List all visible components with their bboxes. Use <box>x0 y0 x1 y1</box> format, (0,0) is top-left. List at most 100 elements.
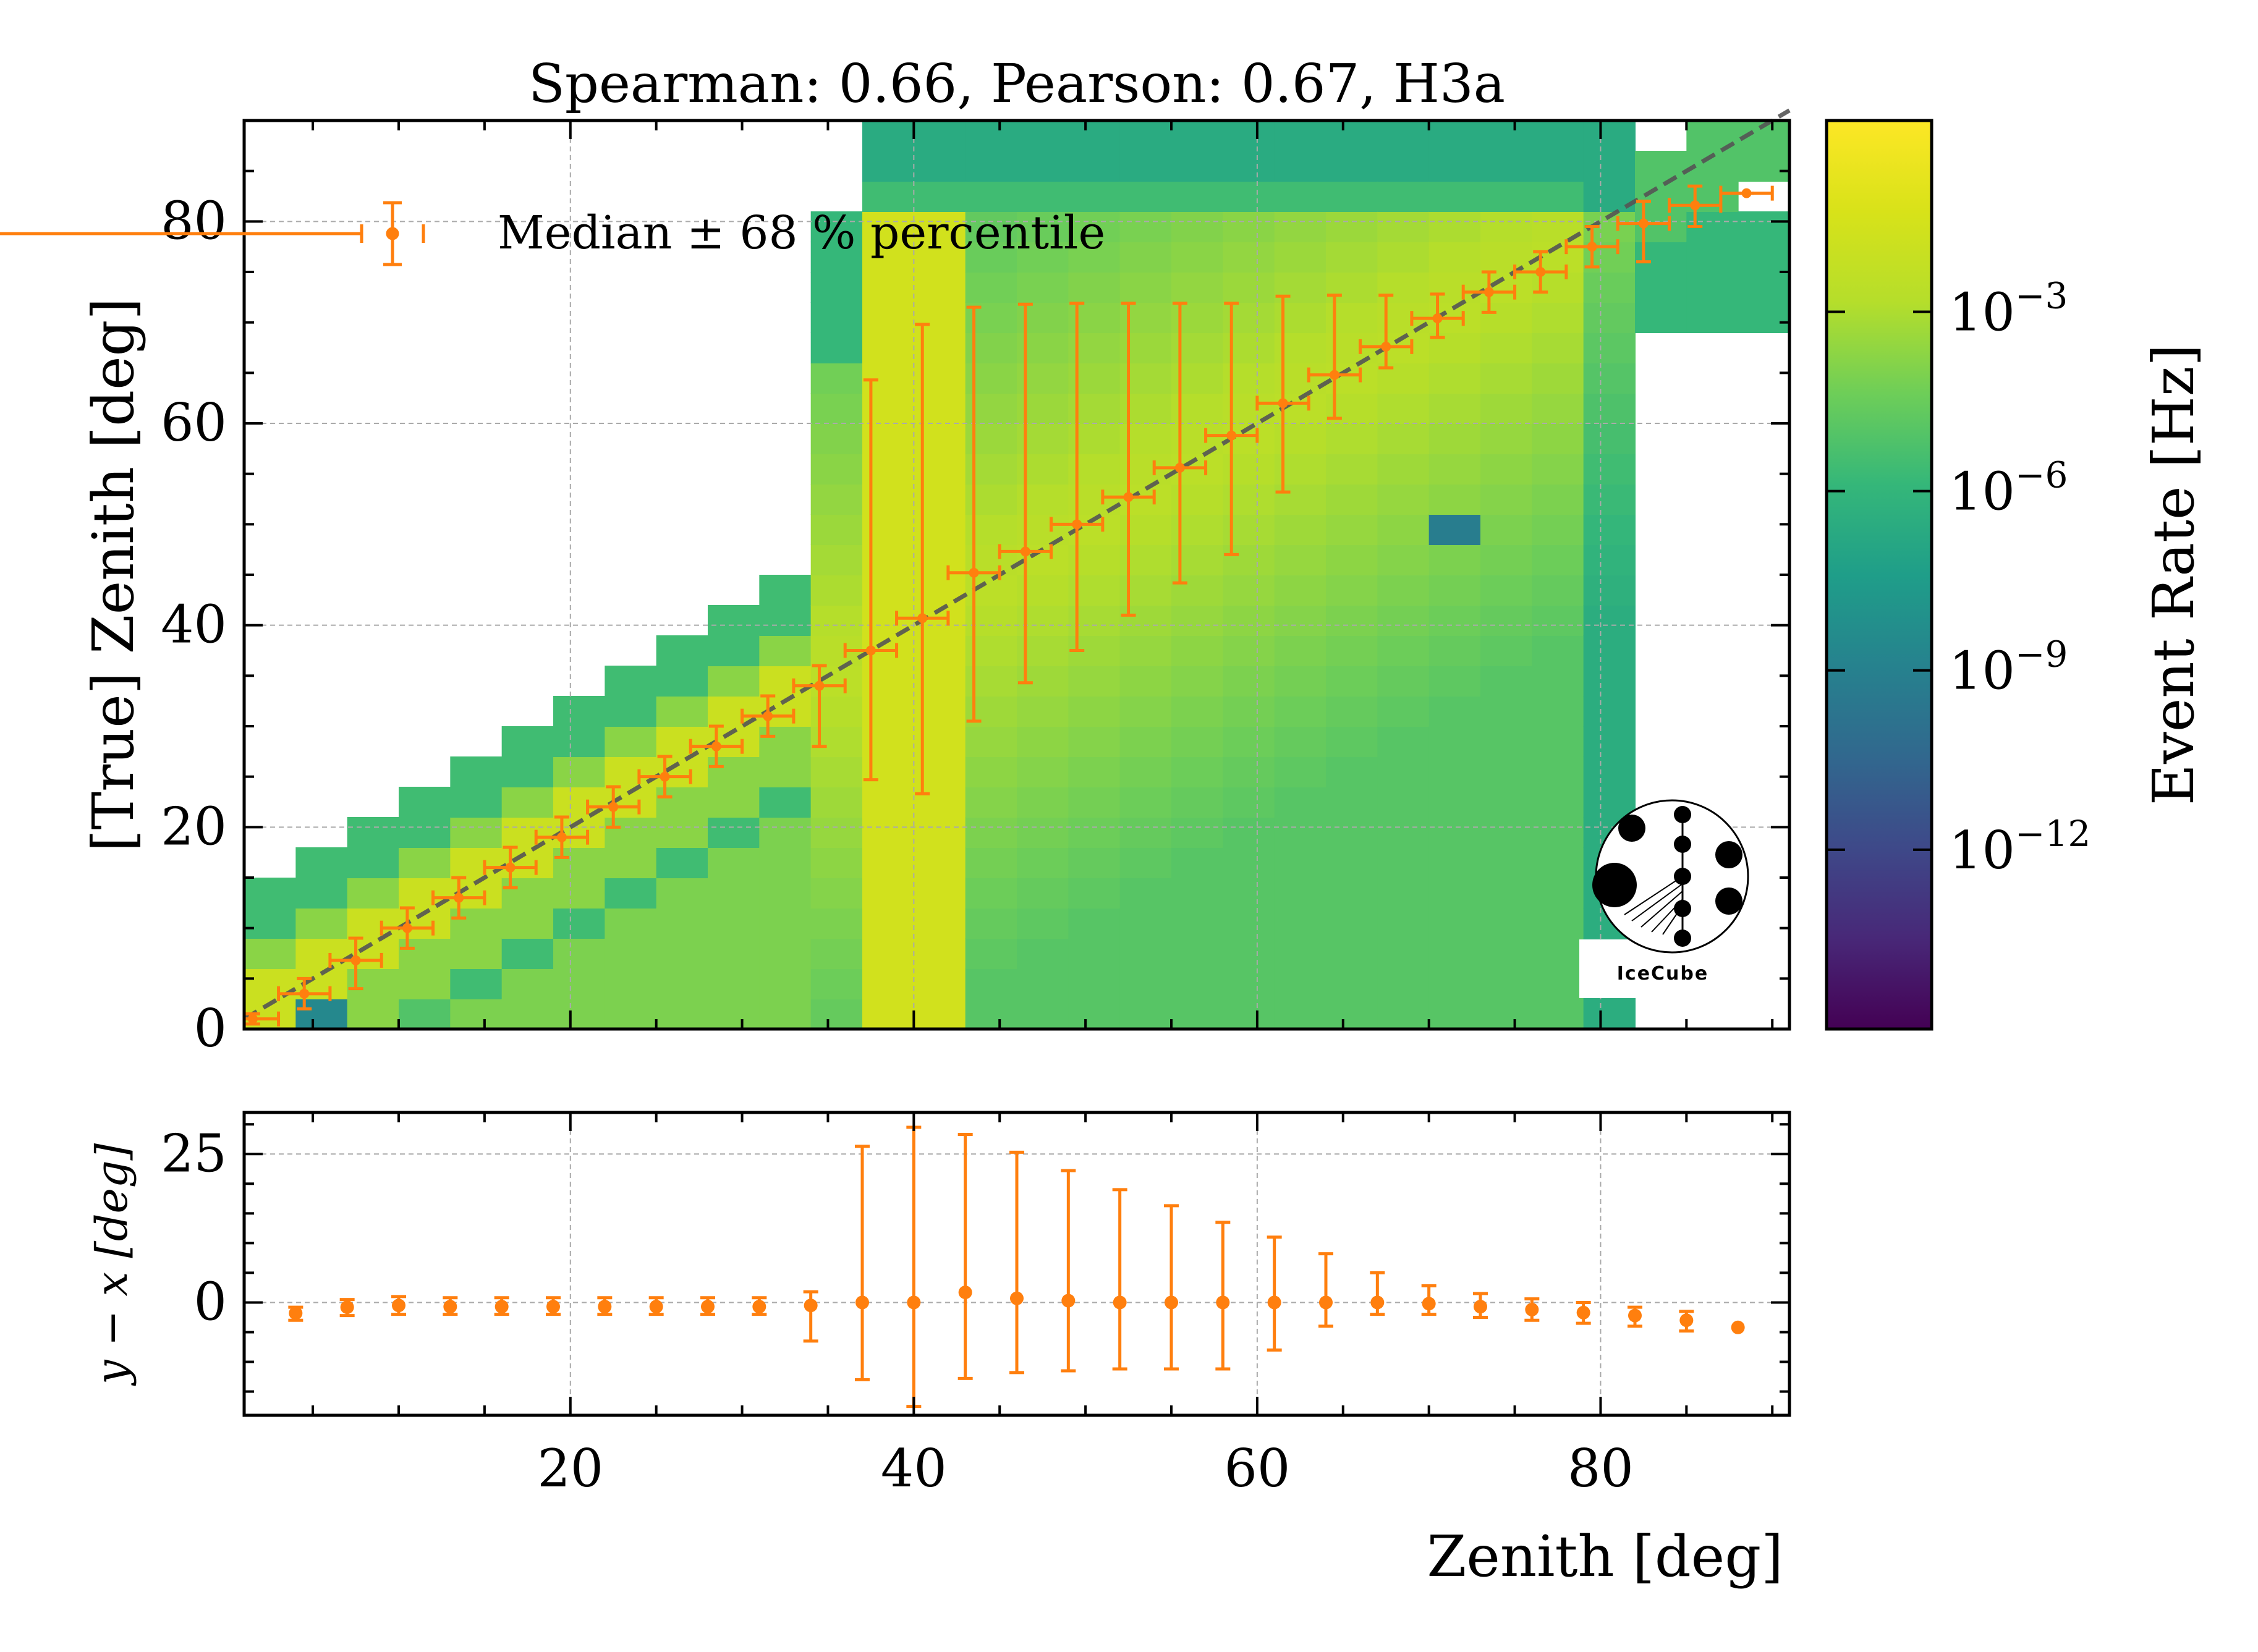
heatmap-cell <box>1377 242 1430 273</box>
heatmap-cell <box>810 999 863 1029</box>
heatmap-cell <box>1428 878 1481 909</box>
heatmap-cell <box>553 696 606 727</box>
heatmap-cell <box>1068 878 1121 909</box>
heatmap-cell <box>1119 211 1172 242</box>
heatmap-cell <box>862 999 915 1029</box>
heatmap-cell <box>1171 908 1224 939</box>
heatmap-cell <box>1532 968 1584 999</box>
heatmap-cell <box>1326 605 1378 636</box>
heatmap-cell <box>605 938 657 969</box>
heatmap-cell <box>759 878 812 909</box>
colorbar-tick-label: 10−12 <box>1949 813 2090 881</box>
heatmap-cell <box>1583 605 1636 636</box>
heatmap-cell <box>810 605 863 636</box>
heatmap-cell <box>1274 878 1326 909</box>
heatmap-cell <box>244 938 297 969</box>
heatmap-cell <box>1068 666 1121 697</box>
heatmap-cell <box>656 938 708 969</box>
heatmap-cell <box>1119 756 1172 787</box>
heatmap-cell <box>501 787 554 818</box>
heatmap-cell <box>1017 756 1069 787</box>
heatmap-cell <box>1480 999 1533 1029</box>
heatmap-cell <box>1274 847 1326 878</box>
heatmap-cell <box>862 787 915 818</box>
main-errorbars <box>244 184 1774 1027</box>
heatmap-cell <box>1532 484 1584 515</box>
heatmap-cell <box>1377 211 1430 242</box>
main-point <box>534 815 590 859</box>
heatmap-cell <box>1274 121 1326 151</box>
heatmap-cell <box>1377 454 1430 485</box>
residual-point <box>648 1296 664 1316</box>
heatmap-cell <box>810 756 863 787</box>
heatmap-cell <box>1119 666 1172 697</box>
heatmap-cell <box>501 726 554 757</box>
main-point <box>380 906 435 950</box>
heatmap-cell <box>810 787 863 818</box>
heatmap-cell <box>1171 847 1224 878</box>
heatmap-cell <box>501 968 554 999</box>
heatmap-cell <box>759 968 812 999</box>
residual-point <box>1473 1292 1488 1319</box>
heatmap-cell <box>1532 423 1584 454</box>
heatmap-cell <box>862 333 915 363</box>
heatmap-cell <box>295 908 348 939</box>
heatmap-cell <box>1223 938 1275 969</box>
heatmap-cell <box>1171 272 1224 303</box>
heatmap-cell <box>1223 575 1275 606</box>
heatmap-cell <box>1738 211 1789 242</box>
residual-point <box>1267 1235 1282 1352</box>
heatmap-cell <box>914 272 966 303</box>
heatmap-cell <box>1017 999 1069 1029</box>
heatmap-cell <box>1480 242 1533 273</box>
heatmap-cell <box>553 938 606 969</box>
heatmap-cell <box>1274 666 1326 697</box>
heatmap-cell <box>1532 938 1584 969</box>
heatmap-cell <box>1119 878 1172 909</box>
heatmap-cell <box>1480 544 1533 575</box>
heatmap-cell <box>347 847 399 878</box>
heatmap-cell <box>1377 575 1430 606</box>
heatmap-cell <box>1223 817 1275 848</box>
main-point <box>1050 302 1105 652</box>
heatmap-cell <box>605 847 657 878</box>
heatmap-cell <box>1532 908 1584 939</box>
heatmap-cell <box>1480 605 1533 636</box>
main-point <box>328 936 383 991</box>
heatmap-cell <box>1274 211 1326 242</box>
heatmap-cell <box>1480 696 1533 727</box>
heatmap-cell <box>1583 302 1636 333</box>
heatmap-cell <box>1583 272 1636 303</box>
heatmap-cell <box>708 635 760 666</box>
residual-point <box>957 1133 973 1380</box>
residual-point <box>494 1296 509 1316</box>
residual-point <box>1421 1284 1437 1316</box>
heatmap-cell <box>759 999 812 1029</box>
residual-frame <box>242 1111 1791 1417</box>
heatmap-cell <box>1119 242 1172 273</box>
heatmap-cell <box>450 756 503 787</box>
heatmap-cell <box>1583 575 1636 606</box>
heatmap-cell <box>501 756 554 787</box>
residual-point <box>1164 1204 1179 1371</box>
heatmap-cell <box>1171 151 1224 182</box>
heatmap-cell <box>708 938 760 969</box>
x-tick-label: 40 <box>881 1438 947 1499</box>
heatmap-cell <box>1171 756 1224 787</box>
heatmap-cell <box>708 968 760 999</box>
heatmap-cell <box>553 908 606 939</box>
heatmap-cell <box>1171 605 1224 636</box>
heatmap-cell <box>810 363 863 394</box>
main-panel: 0 20 40 60 80 [True] Zenith [deg] Median ± 6… <box>0 108 1791 1059</box>
heatmap-cell <box>1532 363 1584 394</box>
heatmap-cell <box>1428 423 1481 454</box>
main-point <box>1307 294 1362 420</box>
heatmap-cell <box>1428 847 1481 878</box>
heatmap-cell <box>450 787 503 818</box>
main-point <box>843 378 899 782</box>
heatmap-cell <box>1274 999 1326 1029</box>
heatmap-cell <box>656 908 708 939</box>
heatmap-cell <box>1017 181 1069 212</box>
heatmap-cell <box>759 605 812 636</box>
heatmap-cell <box>1274 938 1326 969</box>
